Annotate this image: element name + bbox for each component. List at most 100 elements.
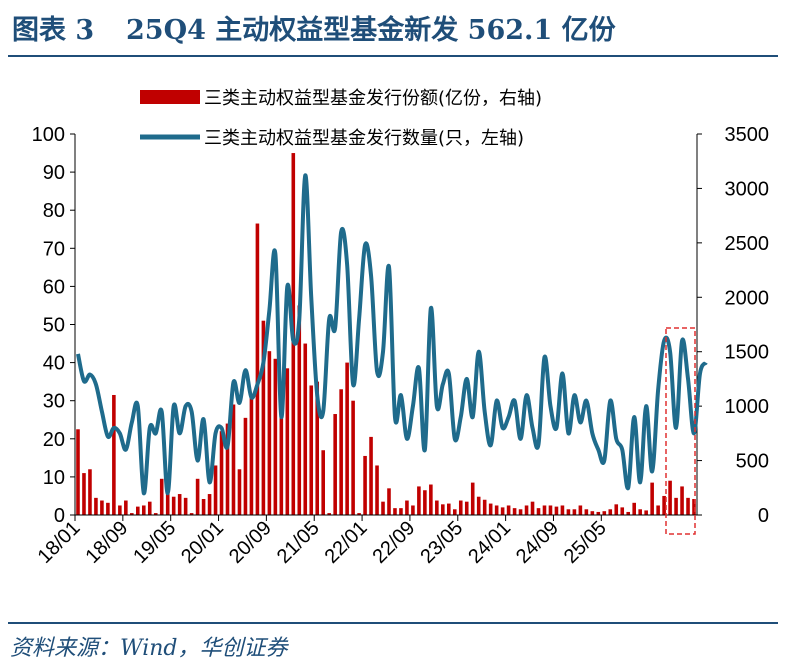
bar (500, 507, 505, 515)
bar (674, 497, 678, 515)
bar (548, 505, 553, 515)
bar (452, 509, 457, 515)
left-tick-label: 100 (32, 124, 65, 146)
bar (375, 465, 379, 515)
bar (447, 503, 451, 515)
left-tick-label: 60 (43, 276, 65, 298)
bar (656, 505, 660, 515)
right-tick-label: 3000 (725, 178, 770, 200)
left-tick-label: 50 (43, 315, 65, 337)
bar (279, 393, 284, 515)
bar (602, 511, 607, 515)
bar (315, 381, 320, 515)
right-tick-label: 1000 (725, 396, 770, 418)
bar (255, 223, 260, 515)
right-tick-label: 0 (758, 505, 769, 527)
x-tick-label: 19/05 (129, 517, 180, 568)
bar (632, 502, 636, 515)
legend-bar-swatch (140, 90, 200, 104)
legend-bar-label: 三类主动权益型基金发行份额(亿份，右轴) (204, 88, 542, 109)
bar (429, 484, 433, 515)
bar (171, 496, 176, 515)
x-tick-label: 23/05 (416, 517, 467, 568)
top-divider (8, 55, 778, 57)
bar (303, 343, 308, 515)
count-line (76, 173, 708, 496)
left-tick-label: 80 (43, 200, 65, 222)
bar (572, 509, 577, 515)
bar (267, 351, 272, 515)
right-tick-label: 2500 (725, 233, 770, 255)
bar (351, 400, 355, 515)
x-tick-label: 24/09 (512, 517, 563, 568)
bar (219, 431, 224, 515)
bar (686, 497, 690, 515)
bar (692, 498, 696, 515)
bar (668, 480, 672, 515)
bar (189, 513, 194, 515)
x-tick-label: 22/09 (369, 517, 420, 568)
bar (494, 505, 499, 515)
bar (387, 488, 391, 515)
left-tick-label: 20 (43, 429, 65, 451)
line-series-layer (76, 173, 708, 496)
tick-labels: 0102030405060708090100050010001500200025… (32, 124, 769, 568)
bar (327, 513, 331, 515)
bar (590, 511, 595, 515)
bar (560, 505, 565, 515)
bar (261, 320, 266, 515)
bar (542, 505, 547, 515)
left-tick-label: 0 (54, 505, 65, 527)
source-note: 资料来源：Wind，华创证券 (10, 636, 288, 661)
bar (441, 504, 445, 515)
bar (100, 500, 104, 515)
bar (470, 482, 475, 515)
bar (417, 486, 421, 515)
right-tick-label: 1500 (725, 342, 770, 364)
legend: 三类主动权益型基金发行份额(亿份，右轴) 三类主动权益型基金发行数量(只，左轴) (140, 88, 542, 149)
bar (130, 513, 134, 515)
left-tick-label: 30 (43, 391, 65, 413)
bar (231, 404, 236, 515)
bar (680, 486, 684, 515)
x-tick-label: 25/05 (560, 517, 611, 568)
bar (136, 506, 140, 515)
bar (411, 505, 415, 515)
bar (423, 490, 427, 515)
bar (124, 500, 128, 515)
bar (82, 473, 86, 515)
x-tick-label: 22/01 (321, 517, 372, 568)
bar (309, 385, 314, 515)
right-tick-label: 500 (736, 451, 769, 473)
x-tick-label: 18/09 (81, 517, 132, 568)
bar (88, 469, 92, 515)
bar (207, 494, 212, 515)
bar (153, 513, 158, 515)
bar (554, 506, 559, 515)
bar (249, 396, 254, 515)
bar (435, 500, 439, 515)
bar (339, 389, 343, 515)
bar (638, 509, 642, 515)
bar (285, 368, 290, 515)
legend-line-label: 三类主动权益型基金发行数量(只，左轴) (204, 128, 524, 149)
highlight-box (665, 327, 696, 535)
left-tick-label: 90 (43, 162, 65, 184)
bar (141, 505, 146, 515)
bar (381, 501, 385, 515)
bar (177, 494, 182, 515)
bar (94, 497, 98, 515)
bar (201, 498, 206, 515)
bar (578, 505, 583, 515)
bar (530, 501, 535, 515)
bar (458, 500, 463, 515)
bar (237, 469, 242, 515)
bar (614, 504, 619, 515)
chart-header: 图表 3 25Q4 主动权益型基金新发 562.1 亿份 (8, 2, 778, 54)
bar (464, 501, 469, 515)
bar (321, 450, 325, 515)
bar (506, 505, 511, 515)
left-tick-label: 10 (43, 467, 65, 489)
bar (596, 511, 601, 515)
